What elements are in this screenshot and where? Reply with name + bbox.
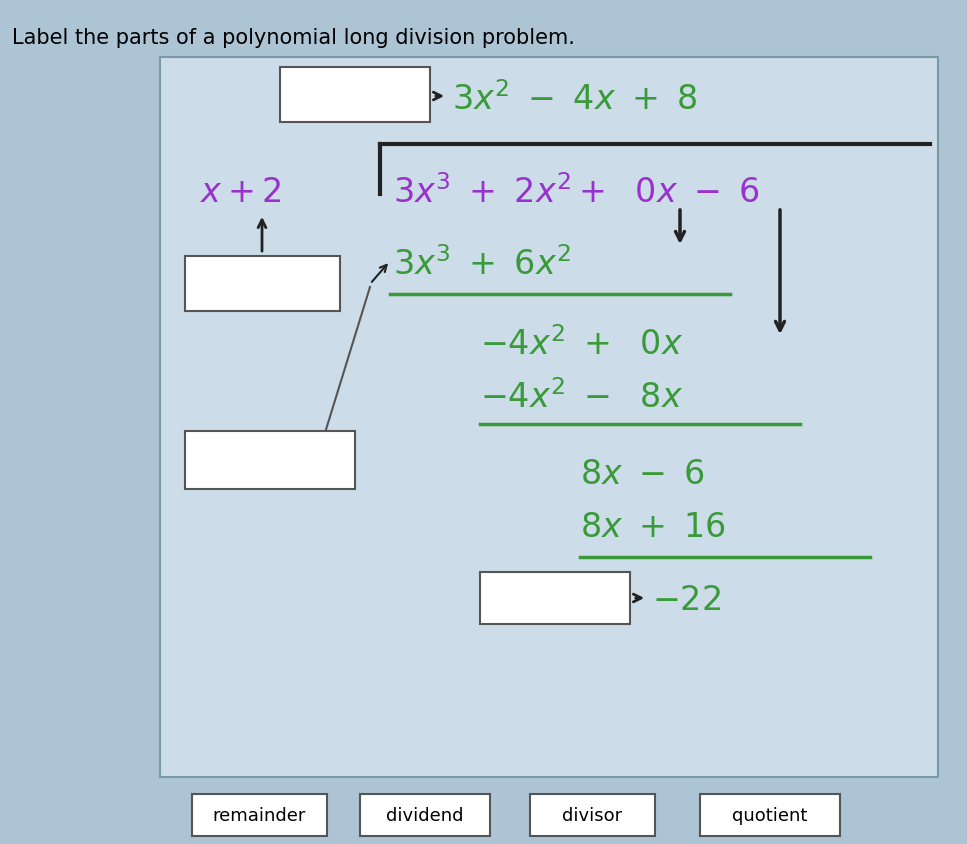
Bar: [160, 58, 938, 777]
Bar: [480, 572, 630, 625]
Text: $3x^{3}\ +\ 2x^{2}+\ \ 0x\ -\ 6$: $3x^{3}\ +\ 2x^{2}+\ \ 0x\ -\ 6$: [393, 176, 760, 210]
Text: $-22$: $-22$: [652, 584, 721, 617]
Text: divisor: divisor: [563, 806, 623, 824]
Bar: [192, 794, 327, 836]
Text: remainder: remainder: [213, 806, 307, 824]
Text: $8x\ +\ 16$: $8x\ +\ 16$: [580, 511, 726, 544]
Text: Label the parts of a polynomial long division problem.: Label the parts of a polynomial long div…: [12, 28, 574, 48]
Text: $8x\ -\ 6$: $8x\ -\ 6$: [580, 458, 705, 491]
Text: quotient: quotient: [732, 806, 807, 824]
Text: $-4x^{2}\ -\ \ 8x$: $-4x^{2}\ -\ \ 8x$: [480, 380, 683, 415]
Bar: [280, 68, 430, 123]
Text: dividend: dividend: [386, 806, 464, 824]
Bar: [185, 257, 340, 311]
Text: $x+2$: $x+2$: [200, 176, 281, 209]
Bar: [185, 431, 355, 490]
Bar: [360, 794, 490, 836]
Text: $3x^{2}\ -\ 4x\ +\ 8$: $3x^{2}\ -\ 4x\ +\ 8$: [452, 83, 697, 117]
Bar: [700, 794, 840, 836]
Text: $3x^{3}\ +\ 6x^{2}$: $3x^{3}\ +\ 6x^{2}$: [393, 247, 571, 282]
Bar: [530, 794, 655, 836]
Text: $-4x^{2}\ +\ \ 0x$: $-4x^{2}\ +\ \ 0x$: [480, 327, 683, 362]
